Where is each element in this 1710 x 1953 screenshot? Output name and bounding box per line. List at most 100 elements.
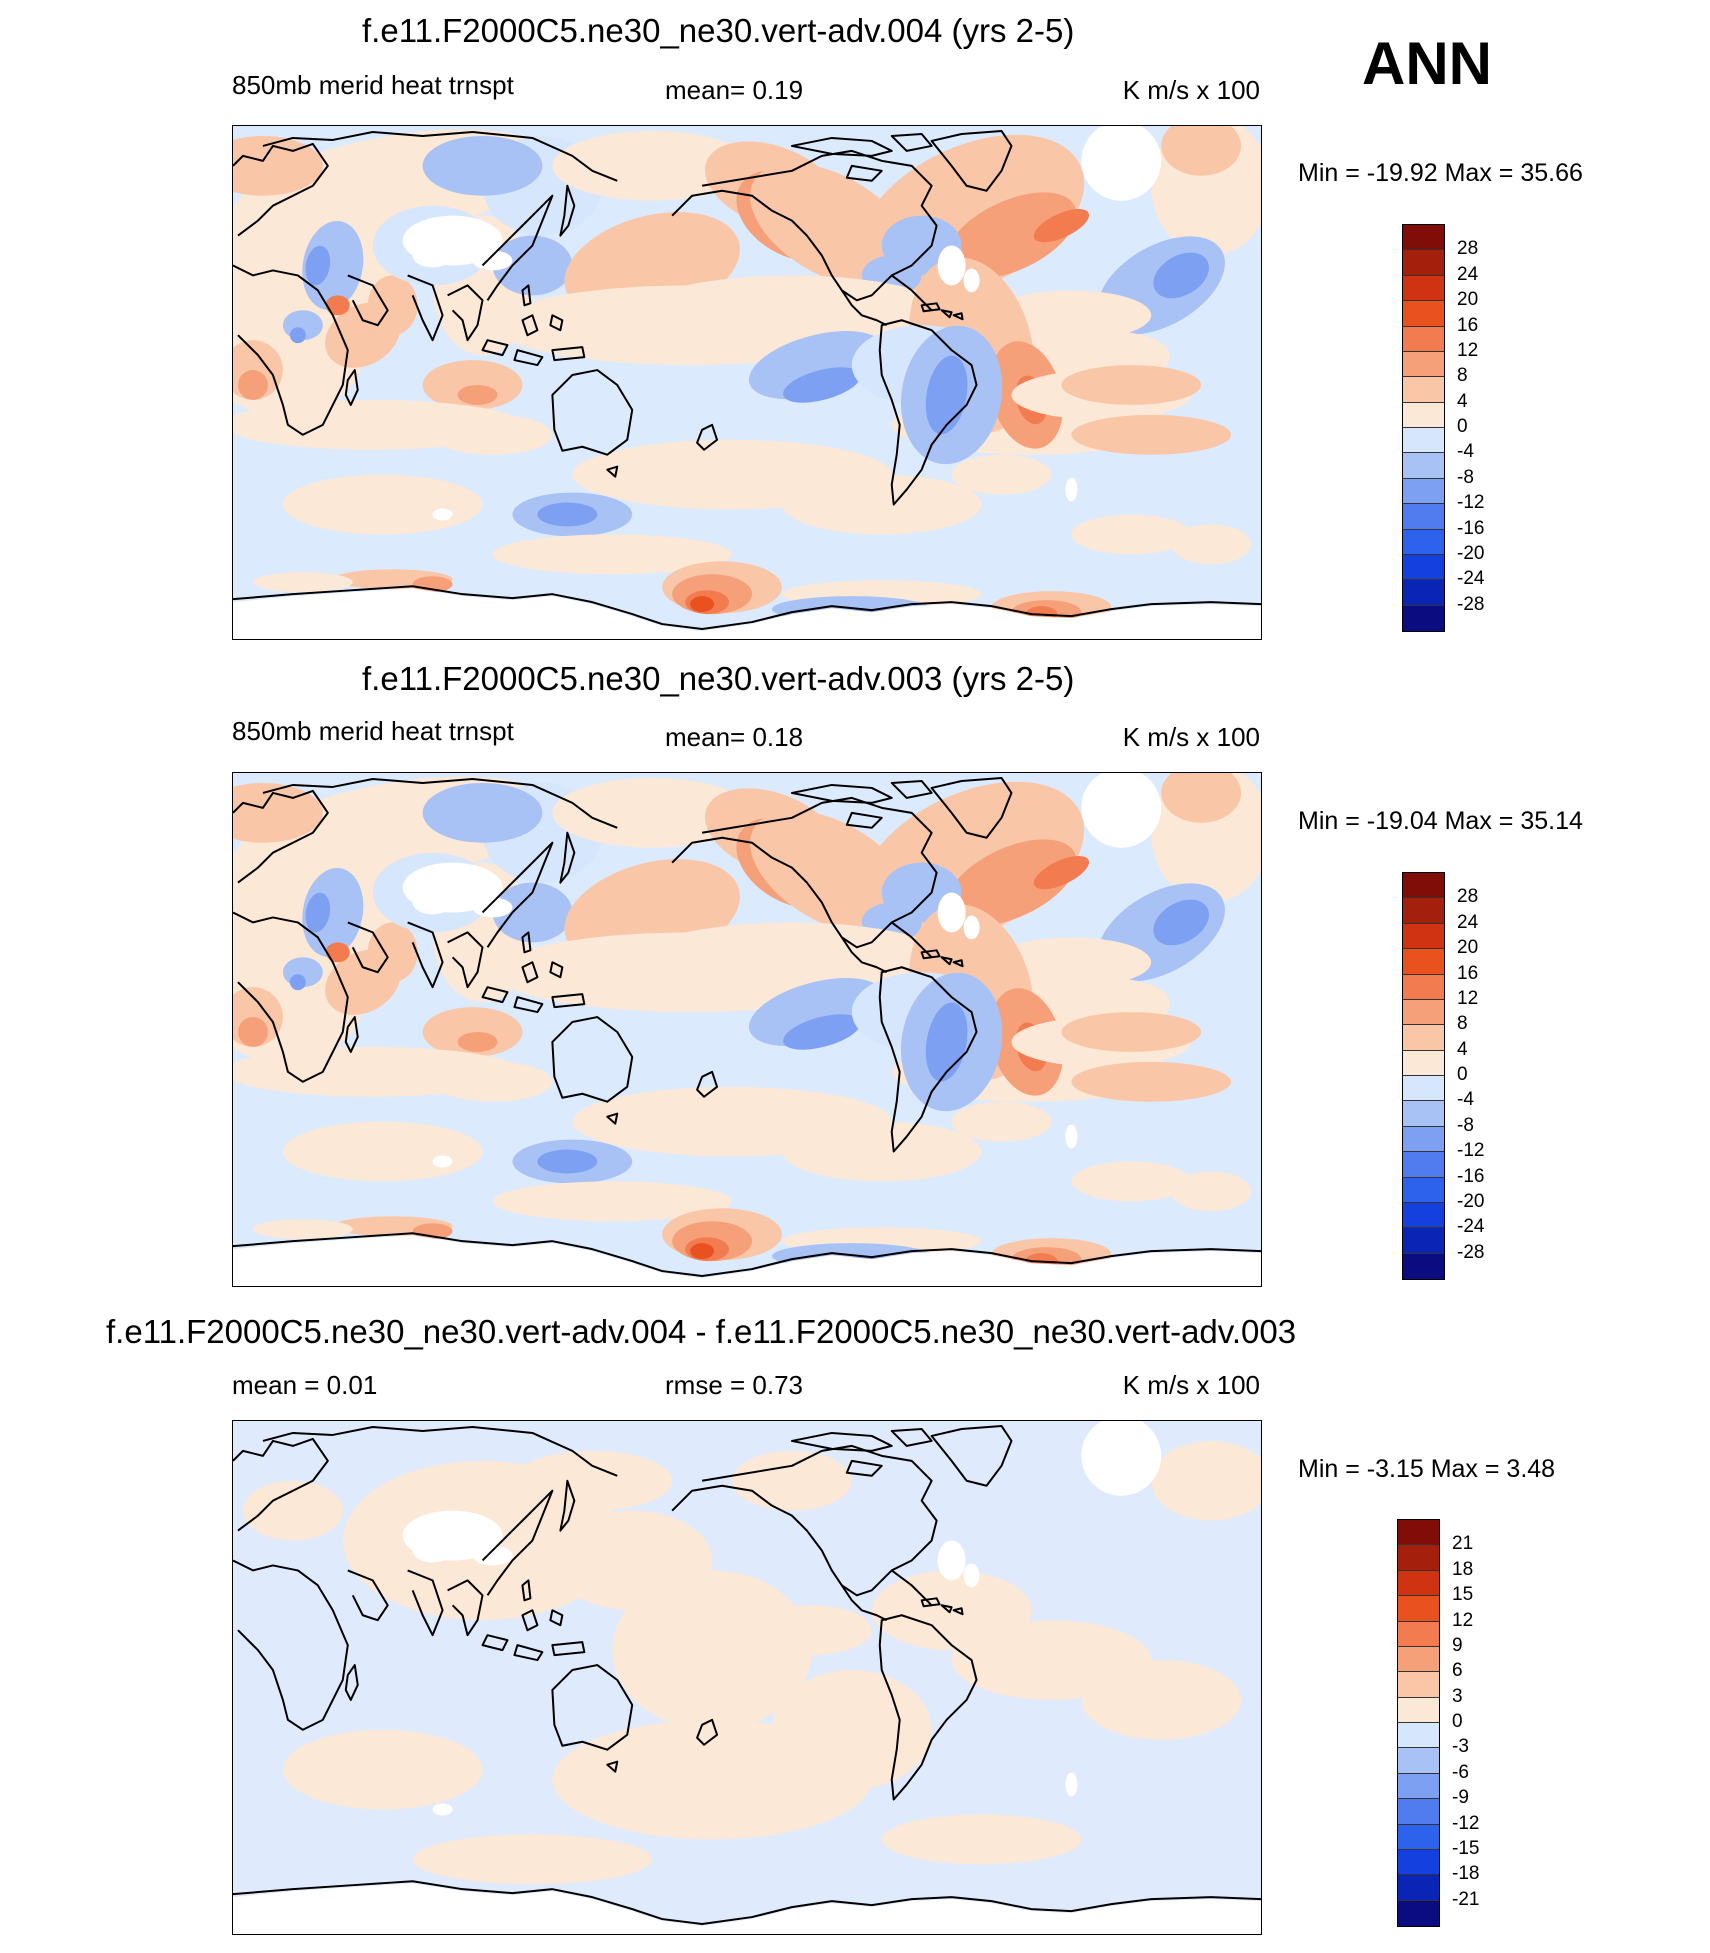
coastline	[671, 796, 938, 949]
contour-region	[472, 250, 513, 271]
coastline	[481, 194, 554, 301]
colorbar-box	[1403, 605, 1444, 631]
coastline	[551, 1641, 586, 1657]
coastline	[940, 1604, 953, 1614]
panel3-units-label: K m/s x 100	[1122, 1370, 1260, 1400]
contour-region	[492, 235, 573, 296]
panel2-map	[232, 772, 1262, 1287]
colorbar-tick-label: -4	[1457, 441, 1474, 463]
colorbar-tick-label: -18	[1452, 1863, 1480, 1885]
panel2-mean-label: mean= 0.18	[665, 722, 804, 752]
contour-region	[412, 1834, 653, 1885]
antarctica-mask	[233, 1883, 1261, 1934]
map-canvas	[233, 773, 1261, 1286]
colorbar-box	[1398, 1900, 1439, 1926]
colorbar-box	[1403, 478, 1444, 505]
contour-region	[1081, 1421, 1162, 1496]
panel3-rmse-label: rmse = 0.73	[665, 1370, 804, 1400]
colorbar-tick-label: -16	[1457, 517, 1485, 539]
contour-region	[492, 882, 573, 943]
coastline	[262, 130, 618, 182]
colorbar-tick-label: 18	[1452, 1558, 1474, 1580]
contour-region	[751, 1605, 872, 1656]
contour-region	[412, 890, 453, 915]
coastline	[559, 184, 576, 237]
contour-region	[492, 534, 733, 575]
colorbar-box	[1398, 1672, 1439, 1698]
contour-region	[252, 572, 353, 593]
panel2-title: f.e11.F2000C5.ne30_ne30.vert-adv.003 (yr…	[362, 660, 1075, 697]
coastline	[890, 132, 933, 152]
colorbar-tick-label: 0	[1457, 416, 1468, 437]
colorbar-box	[1403, 1101, 1444, 1127]
contour-region	[1153, 252, 1209, 299]
contour-region	[432, 1155, 453, 1168]
contour-region	[282, 474, 483, 535]
contour-region	[422, 782, 543, 843]
coastline	[447, 931, 484, 989]
colorbar-tick-label: 20	[1457, 289, 1479, 311]
colorbar-tick-label: -15	[1452, 1837, 1480, 1859]
contour-region	[771, 1670, 932, 1790]
contour-region	[302, 221, 364, 310]
colorbar-tick-label: 16	[1457, 314, 1479, 336]
colorbar-box	[1398, 1621, 1439, 1647]
contour-region	[963, 915, 980, 940]
contour-region	[1065, 477, 1078, 502]
coastline	[344, 369, 359, 406]
contour-region	[492, 1181, 733, 1222]
antarctica-mask	[233, 1235, 1261, 1286]
contour-region	[325, 942, 350, 963]
colorbar-box	[1403, 402, 1444, 428]
colorbar-tick-label: -24	[1457, 568, 1485, 590]
colorbar-box	[1403, 504, 1444, 530]
coastline	[920, 1597, 941, 1608]
coastline	[551, 993, 586, 1009]
coastline	[551, 1664, 634, 1751]
panel1-title: f.e11.F2000C5.ne30_ne30.vert-adv.004 (yr…	[362, 12, 1075, 49]
contour-region	[432, 414, 553, 455]
colorbar-box	[1398, 1646, 1439, 1673]
contour-region	[991, 290, 1152, 341]
contour-region	[1071, 1061, 1232, 1102]
coastline	[481, 1634, 509, 1652]
contour-region	[552, 130, 752, 201]
colorbar-box	[1403, 1076, 1444, 1102]
colorbar-box	[1403, 275, 1444, 302]
colorbar-box	[1403, 580, 1444, 606]
colorbar-box	[1403, 1253, 1444, 1279]
contour-region	[732, 1450, 852, 1511]
panel3-minmax: Min = -3.15 Max = 3.48	[1298, 1455, 1556, 1483]
colorbar-box	[1398, 1824, 1439, 1850]
colorbar-box	[1403, 949, 1444, 975]
colorbar-tick-label: -8	[1457, 466, 1474, 488]
coastline	[233, 1559, 349, 1731]
colorbar-tick-label: -4	[1457, 1089, 1474, 1111]
colorbar-tick-label: 0	[1452, 1711, 1463, 1732]
contour-region	[537, 502, 598, 527]
colorbar-tick-label: 24	[1457, 911, 1479, 933]
contour-region	[1033, 208, 1089, 243]
colorbar-tick-label: -20	[1457, 542, 1485, 564]
colorbar-box	[1403, 428, 1444, 454]
colorbar-box	[1398, 1748, 1439, 1774]
colorbar-box	[1403, 1228, 1444, 1254]
colorbar-box	[1403, 923, 1444, 950]
colorbar-tick-label: -12	[1457, 492, 1485, 514]
contour-region	[1033, 855, 1089, 890]
colorbar-tick-label: 3	[1452, 1685, 1463, 1707]
contour-region	[991, 937, 1152, 988]
contour-region	[422, 135, 543, 196]
contour-region	[552, 777, 752, 848]
contour-region	[1065, 1772, 1078, 1797]
panel1-variable-label: 850mb merid heat trnspt	[232, 70, 514, 100]
contour-region	[951, 1101, 1052, 1142]
contour-region	[233, 782, 323, 843]
contour-region	[1061, 1012, 1202, 1052]
coastline	[233, 789, 329, 884]
coastline	[521, 1579, 532, 1602]
contour-region	[690, 596, 715, 613]
colorbar-box	[1398, 1697, 1439, 1723]
panel1-minmax: Min = -19.92 Max = 35.66	[1298, 159, 1583, 187]
panel2-units-label: K m/s x 100	[1122, 722, 1260, 752]
